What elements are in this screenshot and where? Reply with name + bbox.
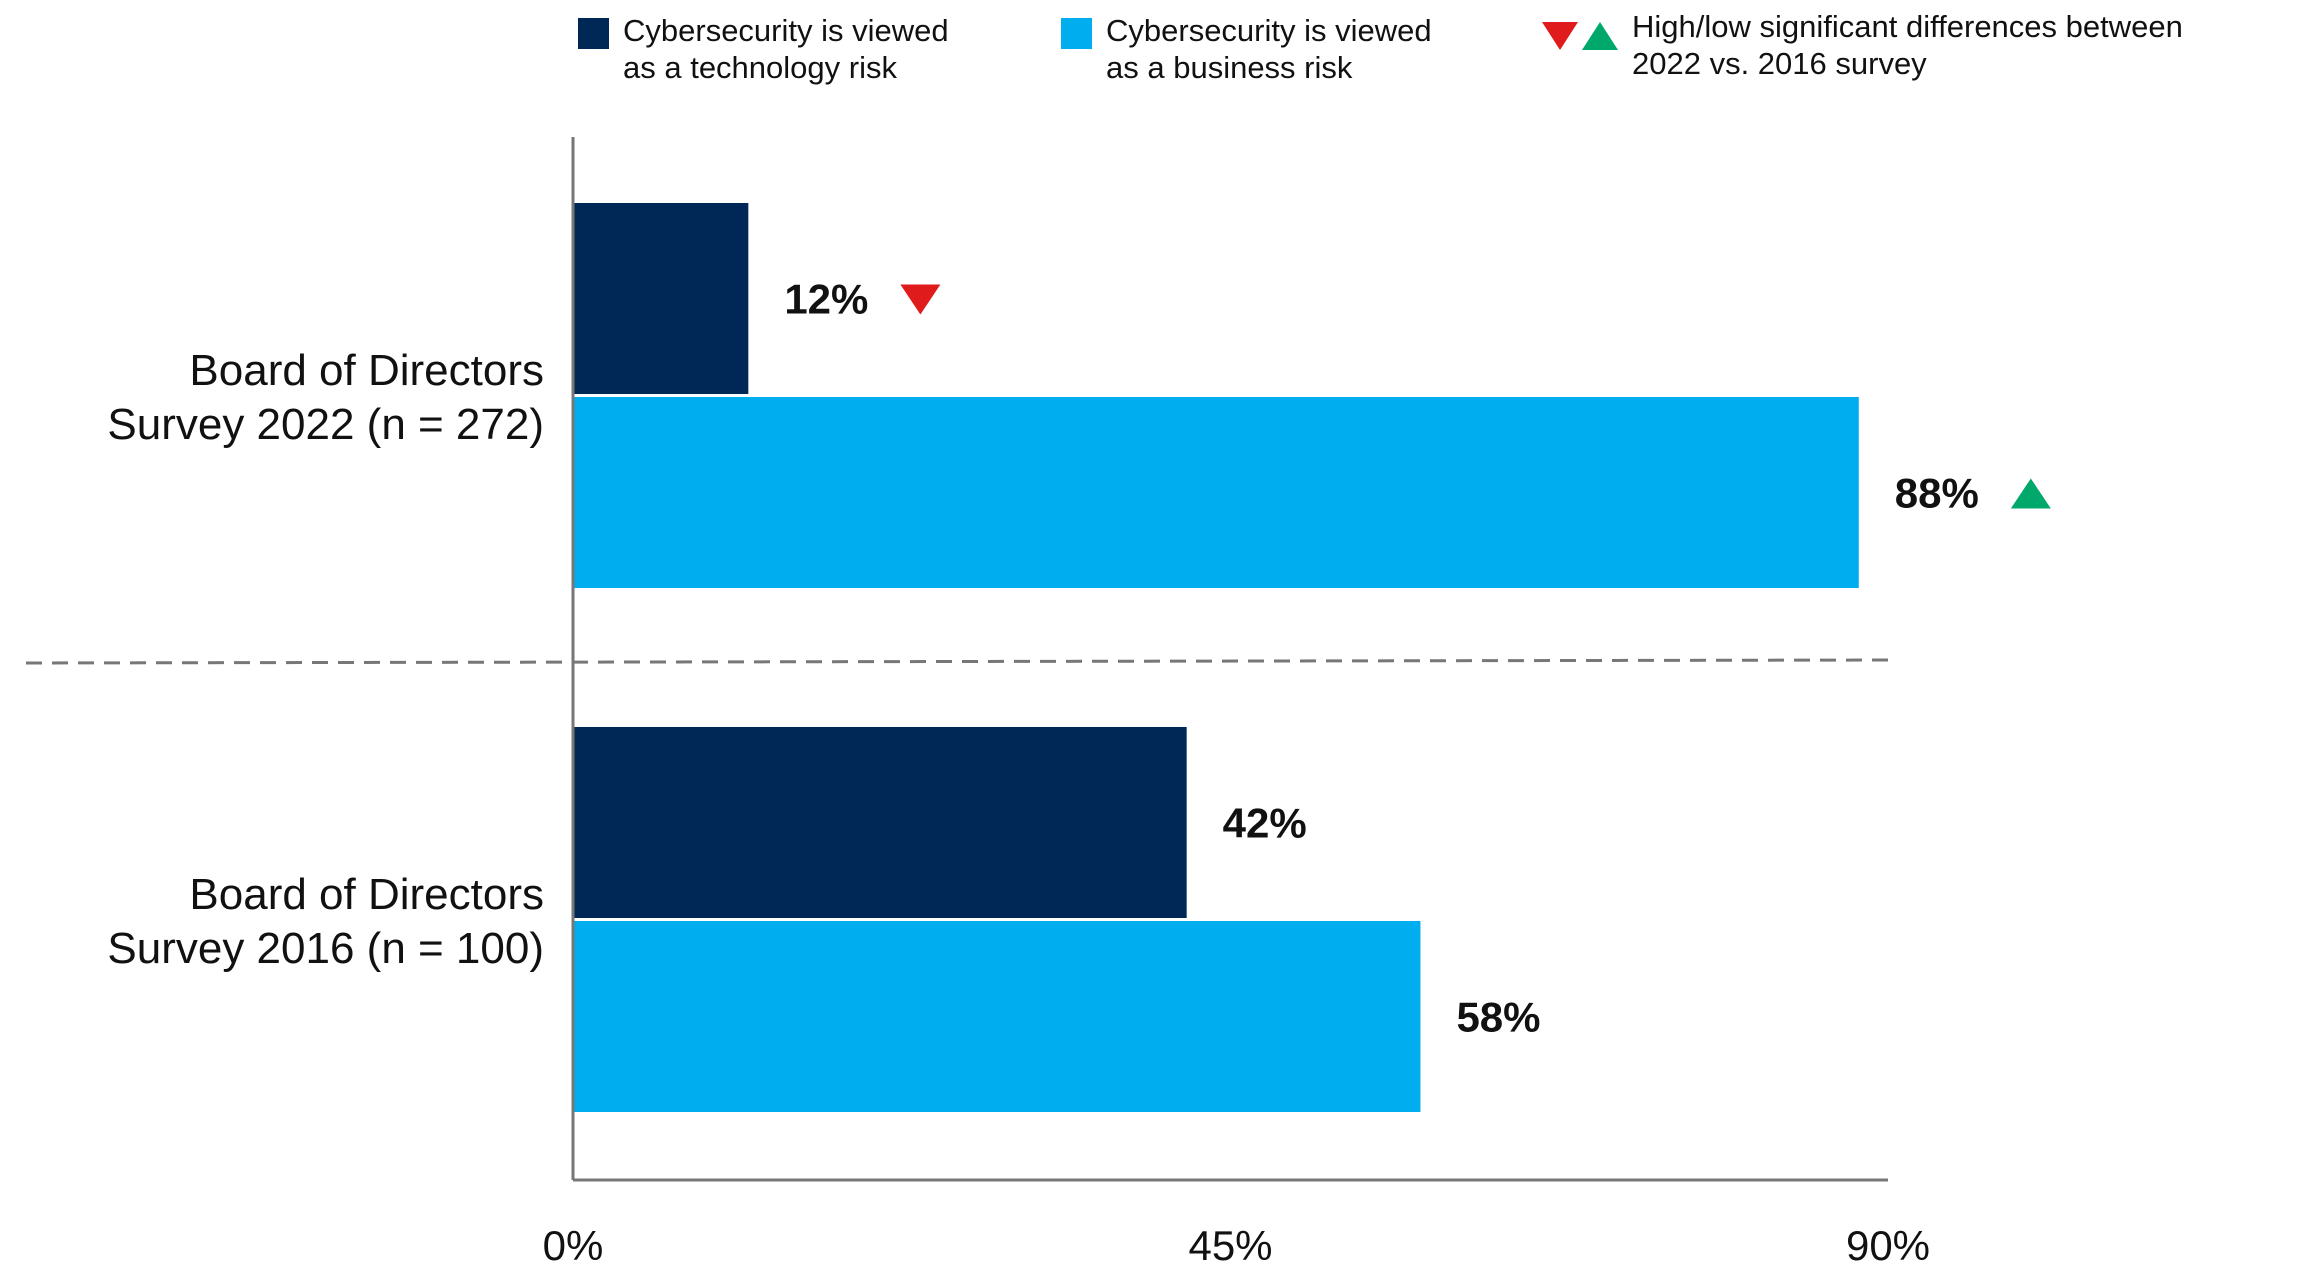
category-label-2016-line2: Survey 2016 (n = 100)	[107, 924, 544, 973]
category-label-2022-line2: Survey 2022 (n = 272)	[107, 400, 544, 449]
bar-series0-category1	[573, 727, 1187, 918]
legend-item-business-risk: Cybersecurity is viewed as a business ri…	[1061, 12, 1506, 86]
legend-label-technology-risk-line2: as a technology risk	[623, 50, 897, 85]
significance-triangles-icon	[1542, 22, 1618, 50]
x-tick-label-0: 0%	[543, 1222, 604, 1267]
legend-swatch-technology-risk	[578, 18, 609, 49]
value-label-series0-category0: 12%	[784, 276, 868, 323]
bar-series1-category1	[573, 921, 1421, 1112]
up-triangle-icon	[1582, 22, 1618, 50]
down-triangle-icon	[1542, 22, 1578, 50]
category-label-2022: Board of Directors Survey 2022 (n = 272)	[107, 344, 544, 452]
bar-series1-category0	[573, 397, 1859, 588]
x-tick-label-1: 45%	[1188, 1222, 1272, 1267]
significance-markers	[1540, 18, 1620, 52]
up-triangle-icon-series1-category0	[2010, 478, 2051, 509]
category-label-2016: Board of Directors Survey 2016 (n = 100)	[107, 868, 544, 976]
group-separator-line	[25, 658, 1889, 665]
legend-item-significance: High/low significant differences between…	[1540, 8, 2308, 82]
value-label-series0-category1: 42%	[1223, 800, 1307, 847]
value-label-series1-category0: 88%	[1895, 470, 1979, 517]
x-tick-label-2: 90%	[1846, 1222, 1930, 1267]
legend-item-technology-risk: Cybersecurity is viewed as a technology …	[578, 12, 1023, 86]
value-label-series1-category1: 58%	[1456, 994, 1540, 1041]
significance-label-line1: High/low significant differences between	[1632, 9, 2183, 44]
significance-label-line2: 2022 vs. 2016 survey	[1632, 46, 1927, 81]
legend-label-business-risk-line2: as a business risk	[1106, 50, 1353, 85]
category-label-2016-line1: Board of Directors	[189, 870, 544, 919]
legend-label-technology-risk-line1: Cybersecurity is viewed	[623, 13, 949, 48]
legend-label-business-risk-line1: Cybersecurity is viewed	[1106, 13, 1432, 48]
category-label-2022-line1: Board of Directors	[189, 346, 544, 395]
legend-swatch-business-risk	[1061, 18, 1092, 49]
bar-series0-category0	[573, 203, 749, 394]
down-triangle-icon-series0-category0	[900, 284, 941, 315]
